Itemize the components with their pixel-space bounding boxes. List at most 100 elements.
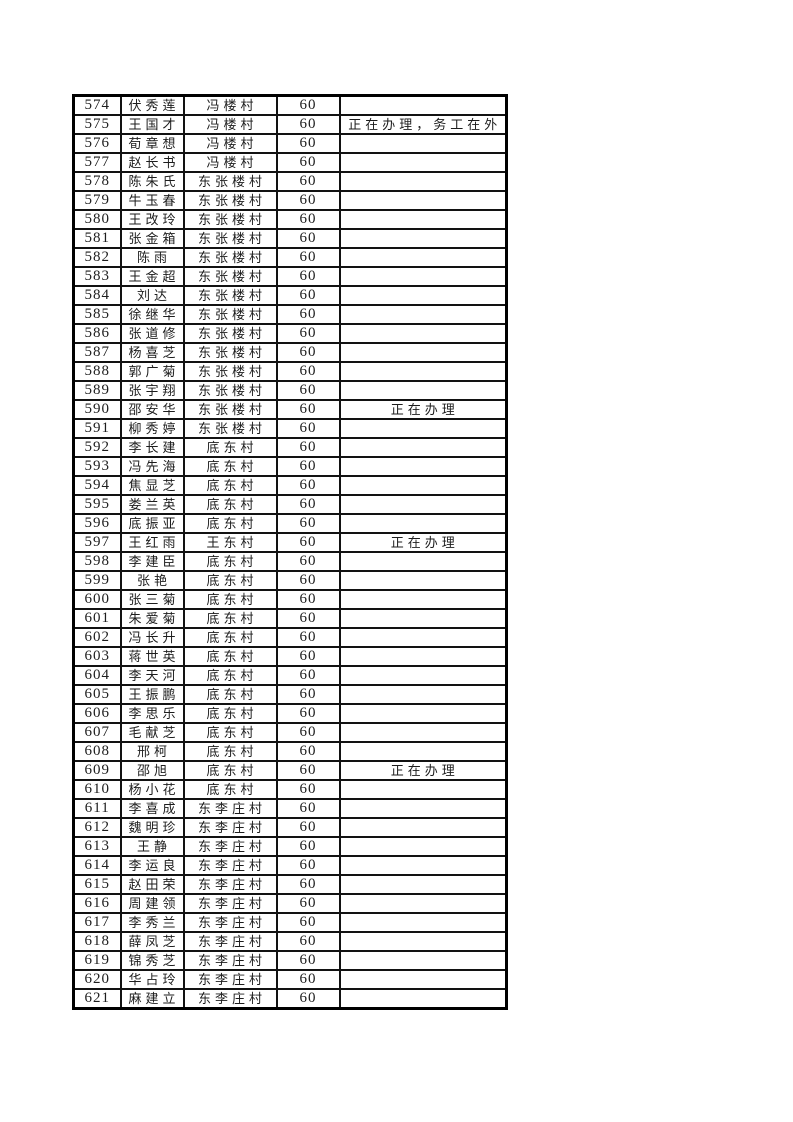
village-cell: 东李庄村 — [182, 836, 278, 857]
name-cell: 王金超 — [119, 266, 185, 287]
remark-cell — [338, 494, 508, 515]
table-row: 596 底振亚 底东村 60 — [72, 513, 508, 534]
table-row: 610 杨小花 底东村 60 — [72, 779, 508, 800]
row-number-cell: 590 — [72, 399, 122, 420]
remark-cell — [338, 912, 508, 933]
village-cell: 底东村 — [182, 665, 278, 686]
remark-cell — [338, 513, 508, 534]
remark-cell — [338, 361, 508, 382]
amount-cell: 60 — [275, 494, 341, 515]
amount-cell: 60 — [275, 665, 341, 686]
table-row: 590 邵安华 东张楼村 60 正在办理 — [72, 399, 508, 420]
remark-cell — [338, 475, 508, 496]
table-row: 602 冯长升 底东村 60 — [72, 627, 508, 648]
row-number-cell: 616 — [72, 893, 122, 914]
remark-cell — [338, 551, 508, 572]
remark-cell: 正在办理 — [338, 399, 508, 420]
village-cell: 东张楼村 — [182, 209, 278, 230]
village-cell: 底东村 — [182, 760, 278, 781]
table-row: 582 陈雨 东张楼村 60 — [72, 247, 508, 268]
village-cell: 底东村 — [182, 589, 278, 610]
amount-cell: 60 — [275, 722, 341, 743]
village-cell: 王东村 — [182, 532, 278, 553]
name-cell: 李思乐 — [119, 703, 185, 724]
remark-cell — [338, 342, 508, 363]
village-cell: 东李庄村 — [182, 912, 278, 933]
row-number-cell: 594 — [72, 475, 122, 496]
row-number-cell: 612 — [72, 817, 122, 838]
amount-cell: 60 — [275, 836, 341, 857]
name-cell: 王静 — [119, 836, 185, 857]
name-cell: 邵旭 — [119, 760, 185, 781]
name-cell: 李喜成 — [119, 798, 185, 819]
table-row: 584 刘达 东张楼村 60 — [72, 285, 508, 306]
table-row: 607 毛献芝 底东村 60 — [72, 722, 508, 743]
amount-cell: 60 — [275, 418, 341, 439]
table-row: 620 华占玲 东李庄村 60 — [72, 969, 508, 990]
remark-cell — [338, 608, 508, 629]
table-row: 592 李长建 底东村 60 — [72, 437, 508, 458]
table-row: 598 李建臣 底东村 60 — [72, 551, 508, 572]
remark-cell — [338, 855, 508, 876]
village-cell: 东李庄村 — [182, 969, 278, 990]
amount-cell: 60 — [275, 741, 341, 762]
village-cell: 东张楼村 — [182, 266, 278, 287]
name-cell: 郭广菊 — [119, 361, 185, 382]
village-cell: 东李庄村 — [182, 931, 278, 952]
name-cell: 杨小花 — [119, 779, 185, 800]
remark-cell — [338, 874, 508, 895]
table-row: 616 周建领 东李庄村 60 — [72, 893, 508, 914]
remark-cell — [338, 969, 508, 990]
table-row: 619 锦秀芝 东李庄村 60 — [72, 950, 508, 971]
remark-cell — [338, 266, 508, 287]
name-cell: 魏明珍 — [119, 817, 185, 838]
table-row: 577 赵长书 冯楼村 60 — [72, 152, 508, 173]
remark-cell — [338, 817, 508, 838]
remark-cell — [338, 703, 508, 724]
amount-cell: 60 — [275, 551, 341, 572]
table-row: 579 牛玉春 东张楼村 60 — [72, 190, 508, 211]
row-number-cell: 607 — [72, 722, 122, 743]
amount-cell: 60 — [275, 893, 341, 914]
village-cell: 底东村 — [182, 646, 278, 667]
row-number-cell: 599 — [72, 570, 122, 591]
table-row: 614 李运良 东李庄村 60 — [72, 855, 508, 876]
remark-cell — [338, 798, 508, 819]
row-number-cell: 601 — [72, 608, 122, 629]
name-cell: 蒋世英 — [119, 646, 185, 667]
village-cell: 东张楼村 — [182, 361, 278, 382]
name-cell: 华占玲 — [119, 969, 185, 990]
remark-cell — [338, 741, 508, 762]
amount-cell: 60 — [275, 190, 341, 211]
village-cell: 底东村 — [182, 722, 278, 743]
row-number-cell: 589 — [72, 380, 122, 401]
amount-cell: 60 — [275, 399, 341, 420]
amount-cell: 60 — [275, 361, 341, 382]
table-row: 608 邢柯 底东村 60 — [72, 741, 508, 762]
village-cell: 冯楼村 — [182, 94, 278, 116]
remark-cell — [338, 893, 508, 914]
name-cell: 刘达 — [119, 285, 185, 306]
village-cell: 东张楼村 — [182, 304, 278, 325]
village-cell: 东张楼村 — [182, 228, 278, 249]
table-row: 597 王红雨 王东村 60 正在办理 — [72, 532, 508, 553]
village-cell: 冯楼村 — [182, 133, 278, 154]
table-row: 599 张艳 底东村 60 — [72, 570, 508, 591]
amount-cell: 60 — [275, 570, 341, 591]
name-cell: 牛玉春 — [119, 190, 185, 211]
table-row: 574 伏秀莲 冯楼村 60 — [72, 94, 508, 116]
name-cell: 李运良 — [119, 855, 185, 876]
table-body: 574 伏秀莲 冯楼村 60 575 王国才 冯楼村 60 正在办理，务工在外 576 荀章想 冯楼村… — [72, 94, 508, 1010]
row-number-cell: 613 — [72, 836, 122, 857]
table-row: 593 冯先海 底东村 60 — [72, 456, 508, 477]
village-cell: 底东村 — [182, 684, 278, 705]
table-row: 591 柳秀婷 东张楼村 60 — [72, 418, 508, 439]
name-cell: 冯先海 — [119, 456, 185, 477]
amount-cell: 60 — [275, 285, 341, 306]
remark-cell: 正在办理 — [338, 760, 508, 781]
table-row: 611 李喜成 东李庄村 60 — [72, 798, 508, 819]
amount-cell: 60 — [275, 988, 341, 1010]
name-cell: 赵长书 — [119, 152, 185, 173]
name-cell: 张艳 — [119, 570, 185, 591]
name-cell: 周建领 — [119, 893, 185, 914]
